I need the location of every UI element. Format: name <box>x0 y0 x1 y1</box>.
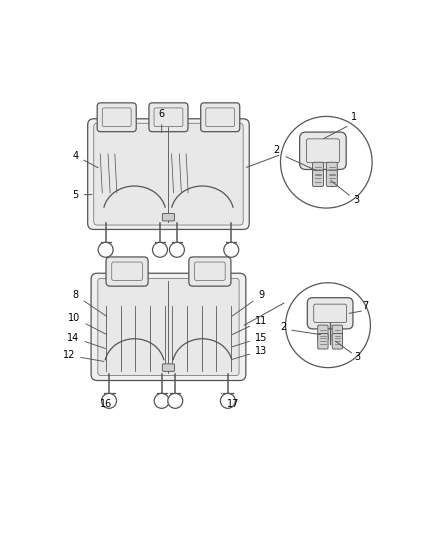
FancyBboxPatch shape <box>300 132 346 169</box>
Circle shape <box>224 243 239 257</box>
FancyBboxPatch shape <box>97 103 136 132</box>
Circle shape <box>168 393 183 408</box>
FancyBboxPatch shape <box>91 273 246 381</box>
FancyBboxPatch shape <box>332 325 343 341</box>
Text: 14: 14 <box>67 333 106 349</box>
FancyBboxPatch shape <box>332 334 343 349</box>
FancyBboxPatch shape <box>313 162 324 179</box>
Text: 12: 12 <box>63 350 104 361</box>
Text: 8: 8 <box>73 290 107 317</box>
FancyBboxPatch shape <box>201 103 240 132</box>
Circle shape <box>220 393 235 408</box>
Circle shape <box>152 243 167 257</box>
FancyBboxPatch shape <box>189 257 231 286</box>
Circle shape <box>102 393 117 408</box>
Text: 17: 17 <box>221 393 239 409</box>
Text: 2: 2 <box>280 322 286 332</box>
Text: 11: 11 <box>232 316 267 335</box>
Text: 13: 13 <box>232 346 267 359</box>
Text: 2: 2 <box>273 145 279 155</box>
FancyBboxPatch shape <box>162 364 175 372</box>
FancyBboxPatch shape <box>318 334 328 349</box>
FancyBboxPatch shape <box>106 257 148 286</box>
Text: 9: 9 <box>232 290 264 317</box>
FancyBboxPatch shape <box>88 119 249 229</box>
FancyBboxPatch shape <box>307 297 353 329</box>
Text: 16: 16 <box>99 393 116 409</box>
FancyBboxPatch shape <box>313 170 324 187</box>
FancyBboxPatch shape <box>326 170 337 187</box>
FancyBboxPatch shape <box>318 325 328 341</box>
Circle shape <box>280 116 372 208</box>
Circle shape <box>286 282 371 368</box>
Circle shape <box>170 243 184 257</box>
Text: 1: 1 <box>351 112 357 122</box>
Circle shape <box>154 393 169 408</box>
Text: 10: 10 <box>68 313 106 335</box>
Text: 6: 6 <box>159 109 165 132</box>
Circle shape <box>98 243 113 257</box>
Text: 15: 15 <box>232 333 267 347</box>
FancyBboxPatch shape <box>94 123 243 225</box>
Text: 7: 7 <box>362 301 368 311</box>
Text: 3: 3 <box>353 196 359 206</box>
Text: 3: 3 <box>355 352 361 362</box>
Text: 4: 4 <box>72 151 98 168</box>
FancyBboxPatch shape <box>149 103 188 132</box>
FancyBboxPatch shape <box>162 214 175 221</box>
Text: 5: 5 <box>72 190 92 200</box>
FancyBboxPatch shape <box>326 162 337 179</box>
FancyBboxPatch shape <box>98 278 239 375</box>
